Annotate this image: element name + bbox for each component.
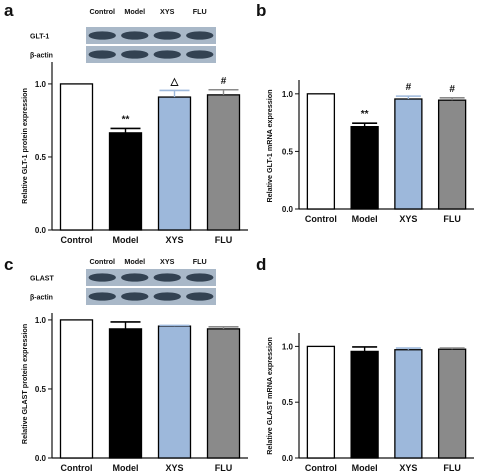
category-label: XYS	[399, 214, 417, 224]
blot-band	[121, 50, 149, 59]
blot-lane-label: FLU	[193, 257, 207, 266]
blot-strip	[86, 46, 216, 63]
charts-layer: 0.0 0.5 1.0 Relative GLT-1 protein expressi…	[20, 7, 474, 473]
blot-band	[153, 31, 181, 40]
category-label: Model	[113, 463, 139, 473]
blot-band	[153, 50, 181, 59]
y-tick-label: 0.0	[35, 454, 47, 463]
bar-control	[59, 319, 94, 459]
blot-row-label: GLT-1	[30, 34, 49, 41]
y-tick-label: 0.5	[35, 385, 47, 394]
blot-lane-label: Control	[89, 7, 115, 16]
chart-panel-a: 0.0 0.5 1.0 Relative GLT-1 protein expressi…	[20, 7, 248, 245]
bar-xys	[394, 349, 423, 459]
y-axis-label: Relative GLAST protein expression	[20, 324, 29, 444]
y-tick-label: 0.5	[282, 147, 294, 156]
blot-band	[121, 273, 149, 282]
category-label: XYS	[165, 235, 183, 245]
category-label: FLU	[443, 214, 461, 224]
category-label: Model	[352, 214, 378, 224]
y-tick-label: 1.0	[35, 80, 47, 89]
y-tick-label: 1.0	[282, 90, 294, 99]
category-label: FLU	[215, 463, 233, 473]
category-label: Control	[61, 235, 93, 245]
blot-lane-label: XYS	[160, 257, 175, 266]
panel-letter-a: a	[4, 1, 14, 20]
significance-mark: #	[221, 76, 227, 87]
blot-band	[88, 50, 116, 59]
bar-control	[306, 93, 336, 210]
blot-band	[153, 292, 181, 301]
blot-row-label: β-actin	[30, 295, 53, 302]
significance-mark: #	[406, 82, 412, 93]
blot-strip	[86, 27, 216, 44]
blot-band	[186, 31, 214, 40]
significance-mark: #	[449, 84, 455, 95]
blot-lane-label: FLU	[193, 7, 207, 16]
blot-lane-label: XYS	[160, 7, 175, 16]
blot-lane-label: Model	[124, 7, 145, 16]
y-tick-label: 0.5	[35, 153, 47, 162]
category-label: FLU	[215, 235, 233, 245]
y-tick-label: 1.0	[282, 342, 294, 351]
panel-letter-d: d	[256, 255, 266, 274]
bar-xys	[157, 96, 192, 231]
chart-panel-c: 0.0 0.5 1.0 Relative GLAST protein expressi…	[20, 257, 248, 473]
blot-band	[88, 292, 116, 301]
bar-model	[108, 132, 143, 231]
bar-model	[350, 125, 379, 210]
bar-flu	[437, 99, 467, 210]
blot-band	[121, 292, 149, 301]
blot-row-label: GLAST	[30, 276, 54, 283]
y-tick-label: 0.0	[35, 226, 47, 235]
blot-band	[186, 50, 214, 59]
significance-mark: **	[122, 114, 130, 125]
category-label: XYS	[165, 463, 183, 473]
blot-lane-label: Control	[89, 257, 115, 266]
category-label: Control	[305, 214, 337, 224]
blot-strip	[86, 269, 216, 286]
blot-band	[153, 273, 181, 282]
blot-band	[186, 292, 214, 301]
category-label: Control	[61, 463, 93, 473]
y-tick-label: 0.0	[282, 454, 294, 463]
panel-letter-c: c	[4, 255, 13, 274]
chart-panel-d: 0.0 0.5 1.0 Relative GLAST mRNA expression C…	[265, 333, 474, 473]
bar-control	[306, 345, 336, 459]
panel-letter-b: b	[256, 1, 266, 20]
y-axis-label: Relative GLAST mRNA expression	[265, 337, 274, 455]
category-label: FLU	[443, 463, 461, 473]
bar-model	[350, 350, 379, 459]
chart-panel-b: 0.0 0.5 1.0 Relative GLT-1 mRNA expression C…	[265, 80, 474, 224]
y-axis-label: Relative GLT-1 protein expression	[20, 88, 29, 204]
category-label: XYS	[399, 463, 417, 473]
y-tick-label: 0.0	[282, 205, 294, 214]
blot-band	[186, 273, 214, 282]
bar-xys	[394, 98, 423, 210]
y-tick-label: 0.5	[282, 398, 294, 407]
blot-band	[121, 31, 149, 40]
blot-lane-label: Model	[124, 257, 145, 266]
blot-row-label: β-actin	[30, 53, 53, 60]
bar-flu	[206, 328, 241, 459]
category-label: Model	[113, 235, 139, 245]
category-label: Model	[352, 463, 378, 473]
y-axis-label: Relative GLT-1 mRNA expression	[265, 89, 274, 202]
blot-band	[88, 31, 116, 40]
significance-mark: **	[361, 109, 369, 120]
bar-control	[59, 83, 94, 231]
bar-flu	[206, 94, 241, 231]
bar-xys	[157, 325, 192, 459]
bar-model	[108, 328, 143, 459]
blot-strip	[86, 288, 216, 305]
bar-flu	[437, 348, 467, 459]
blot-band	[88, 273, 116, 282]
significance-mark: △	[170, 76, 179, 87]
category-label: Control	[305, 463, 337, 473]
y-tick-label: 1.0	[35, 316, 47, 325]
